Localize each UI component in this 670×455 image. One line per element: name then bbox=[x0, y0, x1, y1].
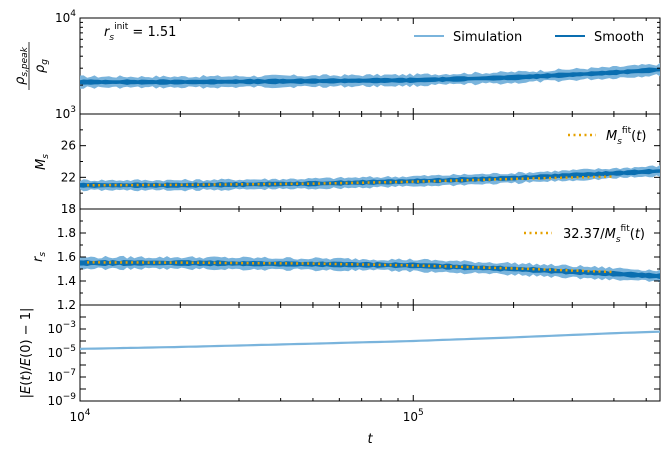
legend-smooth-label: Smooth bbox=[594, 30, 644, 45]
ytick-label-mass: 22 bbox=[61, 170, 76, 184]
ytick-label-density: 103 bbox=[55, 105, 76, 121]
ytick-label-mass: 26 bbox=[61, 139, 76, 153]
legend-density: Simulation Smooth bbox=[414, 30, 644, 45]
plot-layer bbox=[79, 62, 661, 350]
ytick-label-density: 104 bbox=[55, 9, 76, 25]
tick-layer: 103 104 18 22 26 1.2 1.4 1.6 1.8 10−9 10−7 10−5 10−3… bbox=[47, 9, 660, 424]
ylabel-radius: rs bbox=[31, 252, 48, 262]
panel-mass-frame bbox=[79, 113, 661, 210]
ylabel-energy: |E(t)/E(0) − 1| bbox=[19, 308, 34, 399]
ytick-label-radius: 1.2 bbox=[57, 298, 76, 312]
legend-simulation-label: Simulation bbox=[453, 30, 522, 45]
xtick-label: 105 bbox=[403, 408, 424, 424]
ytick-label-radius: 1.6 bbox=[57, 250, 76, 264]
ytick-label-radius: 1.8 bbox=[57, 226, 76, 240]
legend-radius: 32.37/Msfit(t) bbox=[524, 224, 645, 245]
svg-text:ρg: ρg bbox=[33, 59, 50, 73]
legend-rfit-label: 32.37/Msfit(t) bbox=[563, 224, 645, 245]
ytick-label-energy: 10−7 bbox=[47, 368, 76, 384]
ytick-label-energy: 10−5 bbox=[47, 344, 76, 360]
panel-energy-frame bbox=[79, 304, 661, 402]
ylabel-mass: Ms bbox=[34, 154, 51, 170]
svg-text:ρs,peak: ρs,peak bbox=[13, 46, 30, 85]
series-radius-smooth-band bbox=[80, 260, 660, 280]
xlabel: t bbox=[367, 432, 373, 447]
series-density-smooth-band bbox=[80, 67, 660, 85]
ytick-label-energy: 10−3 bbox=[47, 320, 76, 336]
series-mass-smooth-band bbox=[80, 168, 660, 188]
ytick-label-radius: 1.4 bbox=[57, 274, 76, 288]
ylabel-density: ρs,peak ρg bbox=[13, 42, 50, 90]
annotation-rs-init: rsinit = 1.51 bbox=[104, 22, 176, 43]
legend-mfit-label: Msfit(t) bbox=[606, 126, 646, 147]
xtick-label: 104 bbox=[69, 408, 90, 424]
series-energy-simulation-line bbox=[79, 330, 661, 350]
ytick-label-energy: 10−9 bbox=[47, 392, 76, 408]
legend-mass: Msfit(t) bbox=[568, 126, 646, 147]
ytick-label-mass: 18 bbox=[61, 202, 76, 216]
